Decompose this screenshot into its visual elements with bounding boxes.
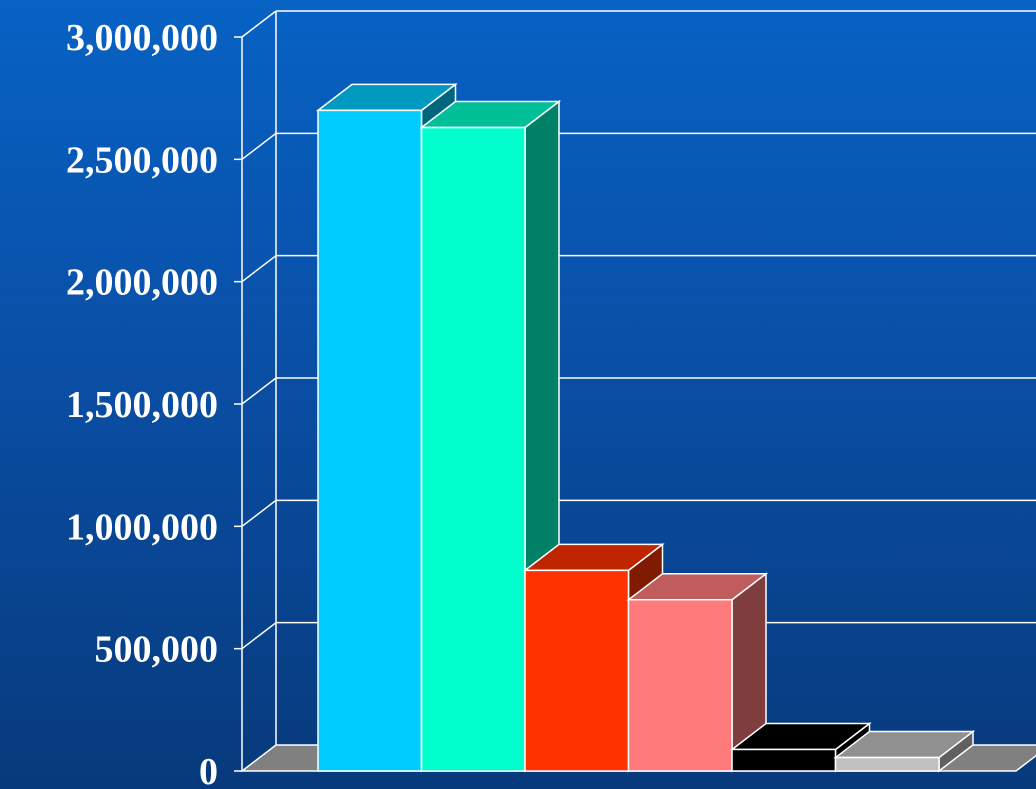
side-gridline — [241, 132, 277, 160]
bar-front — [420, 126, 526, 772]
side-gridline — [241, 622, 277, 650]
side-gridline — [241, 499, 277, 527]
bar-front — [731, 748, 837, 772]
bar-front — [627, 598, 733, 772]
y-tick-label: 2,000,000 — [66, 262, 218, 304]
bar-front — [317, 109, 423, 772]
bar — [729, 721, 872, 773]
y-tick-label: 2,500,000 — [66, 139, 218, 181]
bar — [626, 572, 769, 773]
y-tick-label: 1,500,000 — [66, 384, 218, 426]
side-gridline — [241, 255, 277, 283]
y-tick-label: 1,000,000 — [66, 506, 218, 548]
y-tick-label: 500,000 — [95, 629, 219, 671]
bar-front — [524, 569, 630, 772]
y-tick-label: 3,000,000 — [66, 17, 218, 59]
bar-front — [834, 756, 940, 772]
side-gridline — [241, 377, 277, 405]
bar — [833, 730, 976, 773]
side-gridline — [241, 10, 277, 38]
y-tick-label: 0 — [199, 751, 218, 789]
y-axis: 0 500,000 1,000,000 1,500,000 2,000,000 2,500… — [66, 17, 243, 789]
bars-layer — [315, 82, 976, 773]
bar — [419, 100, 562, 773]
